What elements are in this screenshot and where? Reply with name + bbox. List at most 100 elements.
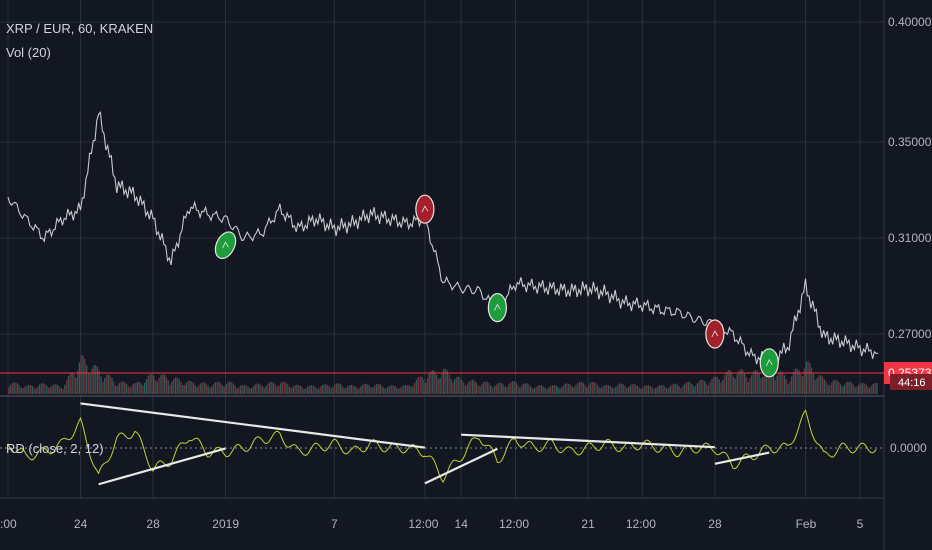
volume-bar [44,383,46,394]
volume-bar [95,364,97,394]
volume-bar [417,377,419,394]
volume-bar [256,383,258,394]
volume-bar [876,383,878,394]
volume-bar [234,385,236,394]
symbol-title[interactable]: XRP / EUR, 60, KRAKEN [6,21,154,36]
volume-bar [682,385,684,394]
volume-bar [504,386,506,394]
volume-bar [698,381,700,394]
indicator-pane[interactable] [0,402,884,486]
volume-bar [240,385,242,394]
volume-bar [332,386,334,394]
volume-bar [182,385,184,394]
volume-bar [640,388,642,394]
volume-bar [667,388,670,394]
volume-bar [631,384,633,394]
indicator-legend[interactable]: RD (close, 2, 12) [6,441,104,456]
volume-bar [548,387,550,394]
volume-bar [205,383,207,394]
volume-bar [56,384,59,394]
volume-bar [24,386,26,394]
volume-bar [232,383,235,394]
volume-bar [783,375,786,394]
volume-bar [464,385,467,394]
volume-bar [546,389,548,394]
volume-bar [453,379,456,394]
volume-bar [419,376,421,394]
volume-bar [629,385,632,394]
volume-bar [575,384,577,394]
volume-bar [593,382,595,394]
volume-bar [254,384,256,394]
time-tick-label: 28 [708,517,722,531]
volume-bar [357,389,360,394]
volume-bar [424,382,427,394]
volume-bar [89,373,91,394]
volume-bar [218,382,220,394]
volume-bar [515,382,517,394]
volume-bar [646,385,648,394]
volume-bar [791,376,793,394]
volume-bar [147,375,149,394]
volume-bar [247,386,249,394]
volume-bar [865,384,867,394]
volume-bar [763,371,766,394]
volume-bar [410,386,412,394]
volume-bar [71,372,73,394]
volume-bar [241,385,244,394]
volume-bar [557,386,559,394]
volume-bar [129,387,131,394]
volume-bar [742,370,744,394]
volume-bar [316,388,318,394]
volume-bar [111,378,113,394]
time-tick-label: 21 [581,517,595,531]
volume-legend[interactable]: Vol (20) [6,45,51,60]
volume-bar [589,382,592,394]
buy-signal-marker [214,231,237,260]
volume-bar [172,378,175,394]
volume-bar [642,387,644,394]
price-series-line [7,111,879,368]
volume-bar [20,388,23,394]
volume-bar [825,381,827,394]
volume-bar [359,386,361,394]
volume-bar [133,383,135,394]
volume-bar [105,375,108,394]
volume-bar [330,388,332,394]
volume-bar [535,386,537,394]
volume-bar [421,376,423,394]
volume-bar [528,384,530,394]
volume-bar [403,385,405,394]
time-tick-label: 14 [455,517,469,531]
volume-bar [109,375,111,394]
signal-glyph [711,330,719,338]
volume-bar [444,368,447,394]
price-pane[interactable] [0,111,884,374]
volume-bar [176,377,178,394]
volume-bar [785,379,787,394]
volume-bar [711,378,713,394]
volume-bar [46,385,48,394]
volume-bar [430,371,432,394]
volume-bar [531,388,534,394]
volume-bar [820,375,822,394]
volume-bar [872,384,874,394]
volume-bar [562,385,564,394]
volume-bar [243,385,245,394]
volume-bar [67,375,70,394]
volume-bar [397,389,400,394]
volume-bar [684,383,686,394]
volume-bar [158,377,160,394]
volume-bar [18,385,21,394]
volume-bar [577,382,579,394]
volume-bar [8,387,10,394]
volume-bar [524,383,526,394]
signal-ellipse [705,319,725,349]
volume-bar [618,383,621,394]
volume-bar [142,385,144,394]
volume-bar [665,388,668,394]
volume-bar [348,385,351,394]
volume-bar [723,375,726,394]
volume-bar [252,386,255,394]
volume-bar [856,386,858,394]
